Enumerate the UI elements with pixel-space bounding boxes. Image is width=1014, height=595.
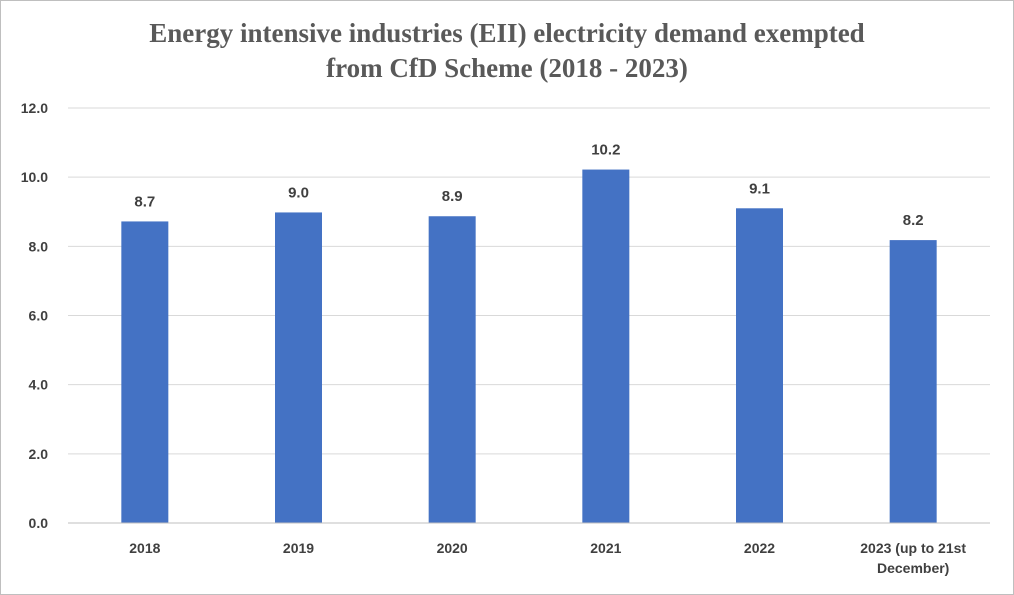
chart-title-line-2: from CfD Scheme (2018 - 2023)	[326, 53, 688, 83]
x-tick-label-1: 2019	[283, 540, 314, 556]
x-tick-label-0: 2018	[129, 540, 160, 556]
x-tick-label-5-line-1: 2023 (up to 21st	[860, 540, 966, 556]
data-label-2: 8.9	[442, 188, 463, 205]
bar-2022	[736, 208, 783, 523]
y-tick-label-0: 0.0	[29, 515, 49, 531]
data-label-1: 9.0	[288, 184, 309, 201]
data-label-4: 9.1	[749, 180, 770, 197]
x-tick-label-5-line-2: December)	[877, 560, 949, 576]
y-tick-label-1: 2.0	[29, 446, 49, 462]
data-label-3: 10.2	[591, 142, 620, 159]
y-tick-label-5: 10.0	[21, 169, 48, 185]
chart-title: Energy intensive industries (EII) electr…	[0, 16, 1014, 86]
chart-title-line-1: Energy intensive industries (EII) electr…	[149, 18, 865, 48]
x-tick-label-2: 2020	[437, 540, 468, 556]
bar-2020	[428, 216, 476, 523]
y-tick-label-4: 8.0	[29, 238, 49, 254]
x-tick-label-3: 2021	[590, 540, 621, 556]
bar-2021	[582, 169, 630, 523]
y-tick-label-6: 12.0	[21, 100, 48, 116]
bar-2019	[275, 212, 322, 524]
data-label-0: 8.7	[134, 193, 155, 210]
data-label-5: 8.2	[903, 212, 924, 229]
bar-2018	[121, 221, 169, 523]
y-tick-label-3: 6.0	[29, 308, 49, 324]
y-tick-label-2: 4.0	[29, 377, 49, 393]
bar-2023-up-to-21st-december-	[889, 240, 937, 523]
x-tick-label-4: 2022	[744, 540, 775, 556]
